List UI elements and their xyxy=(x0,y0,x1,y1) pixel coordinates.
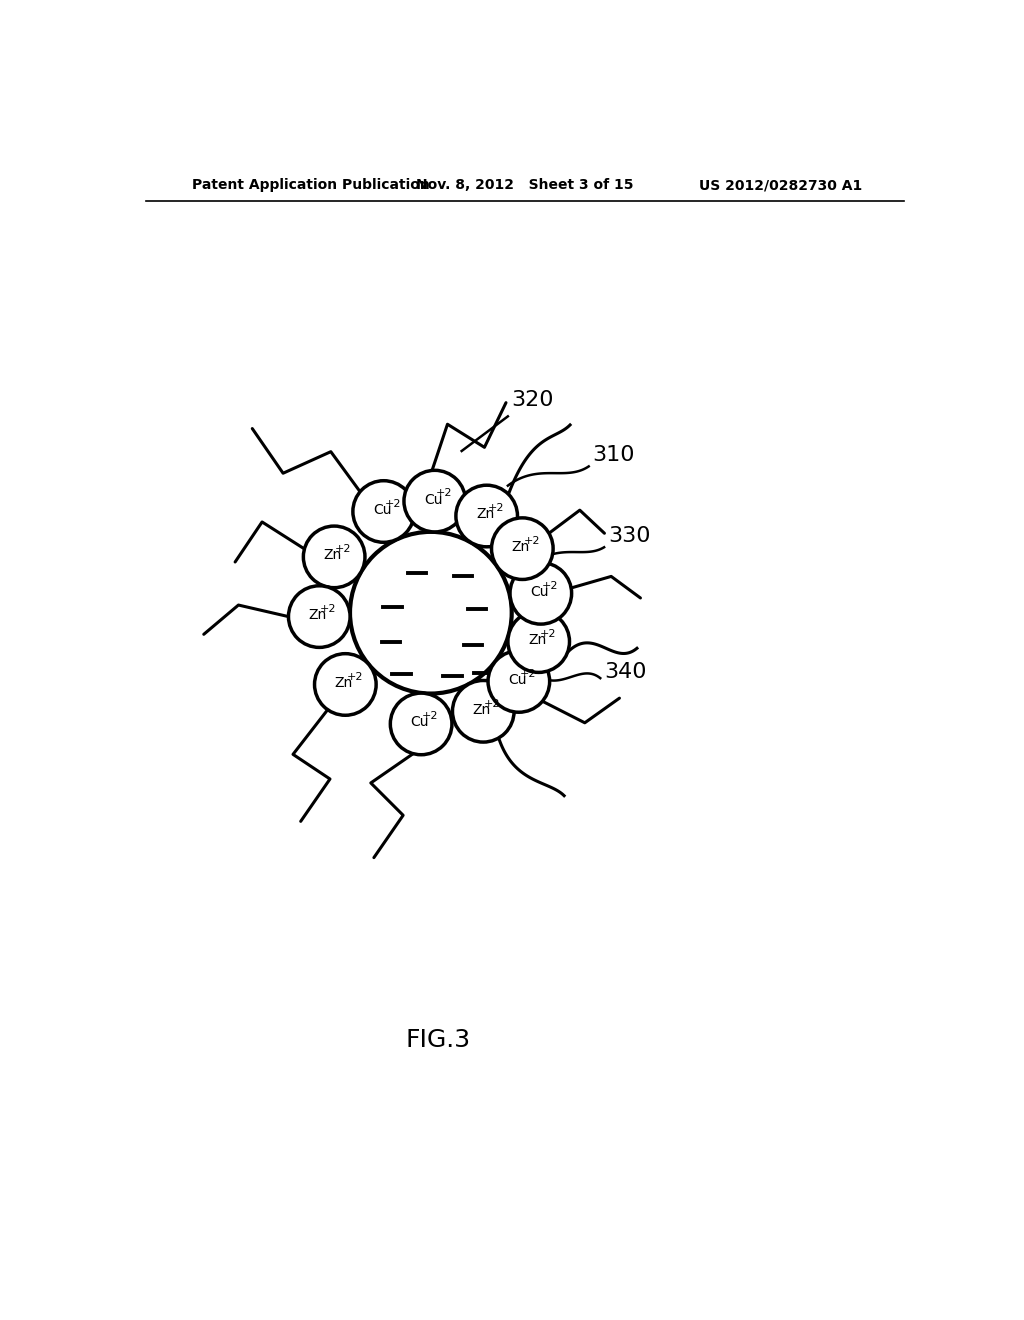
Text: +2: +2 xyxy=(422,711,438,721)
Text: FIG.3: FIG.3 xyxy=(406,1028,471,1052)
Circle shape xyxy=(353,480,415,543)
Text: Cu: Cu xyxy=(530,585,549,599)
Text: 310: 310 xyxy=(593,445,635,465)
Circle shape xyxy=(403,470,466,532)
Circle shape xyxy=(510,562,571,624)
Circle shape xyxy=(314,653,376,715)
Text: +2: +2 xyxy=(346,672,362,681)
Text: Zn: Zn xyxy=(473,702,490,717)
Text: Zn: Zn xyxy=(324,548,342,562)
Text: 330: 330 xyxy=(608,525,650,545)
Text: Cu: Cu xyxy=(424,492,442,507)
Text: +2: +2 xyxy=(484,698,501,709)
Circle shape xyxy=(289,586,350,647)
Text: +2: +2 xyxy=(335,544,351,554)
Text: +2: +2 xyxy=(542,581,558,590)
Text: Nov. 8, 2012   Sheet 3 of 15: Nov. 8, 2012 Sheet 3 of 15 xyxy=(416,178,634,193)
Circle shape xyxy=(453,681,514,742)
Text: +2: +2 xyxy=(436,488,453,499)
Text: +2: +2 xyxy=(540,628,556,639)
Text: 320: 320 xyxy=(512,391,554,411)
Text: Patent Application Publication: Patent Application Publication xyxy=(193,178,430,193)
Text: Cu: Cu xyxy=(373,503,391,517)
Text: +2: +2 xyxy=(487,503,504,513)
Text: +2: +2 xyxy=(520,669,537,678)
Text: Cu: Cu xyxy=(411,715,429,730)
Text: Cu: Cu xyxy=(508,673,526,686)
Text: +2: +2 xyxy=(385,499,401,508)
Text: 340: 340 xyxy=(604,663,646,682)
Text: Zn: Zn xyxy=(335,676,353,690)
Circle shape xyxy=(488,651,550,713)
Text: +2: +2 xyxy=(321,603,337,614)
Text: Zn: Zn xyxy=(528,634,546,647)
Circle shape xyxy=(456,486,517,546)
Text: Zn: Zn xyxy=(476,507,495,521)
Circle shape xyxy=(390,693,452,755)
Circle shape xyxy=(350,532,512,693)
Text: US 2012/0282730 A1: US 2012/0282730 A1 xyxy=(698,178,862,193)
Text: Zn: Zn xyxy=(512,540,529,554)
Circle shape xyxy=(303,527,365,587)
Circle shape xyxy=(492,517,553,579)
Text: Zn: Zn xyxy=(308,609,327,622)
Text: +2: +2 xyxy=(523,536,540,546)
Circle shape xyxy=(508,611,569,672)
